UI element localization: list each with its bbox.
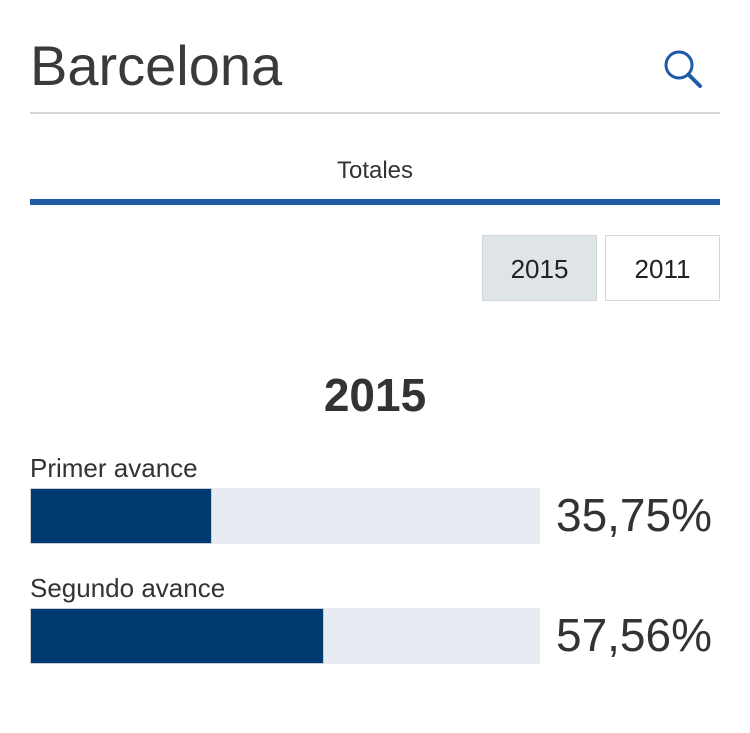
page-title: Barcelona xyxy=(30,34,283,97)
tab-active-indicator xyxy=(30,199,720,205)
year-toggle: 2015 2011 xyxy=(482,235,720,303)
result-percentage: 57,56% xyxy=(555,609,712,661)
section-year-title: 2015 xyxy=(323,369,427,421)
header: Barcelona xyxy=(30,0,720,114)
progress-fill xyxy=(30,608,324,664)
search-button[interactable] xyxy=(660,46,708,94)
tab-bar: Totales xyxy=(30,140,720,206)
result-primer-avance: Primer avance 35,75% xyxy=(30,451,720,561)
tab-totales[interactable]: Totales xyxy=(336,157,414,184)
year-button-2011[interactable]: 2011 xyxy=(605,235,720,301)
year-button-2015[interactable]: 2015 xyxy=(482,235,597,301)
result-label: Primer avance xyxy=(30,453,198,483)
progress-track xyxy=(30,488,540,544)
search-icon xyxy=(664,50,702,88)
result-segundo-avance: Segundo avance 57,56% xyxy=(30,571,720,681)
result-label: Segundo avance xyxy=(30,573,226,603)
progress-fill xyxy=(30,488,213,544)
result-percentage: 35,75% xyxy=(555,489,712,541)
progress-track xyxy=(30,608,540,664)
